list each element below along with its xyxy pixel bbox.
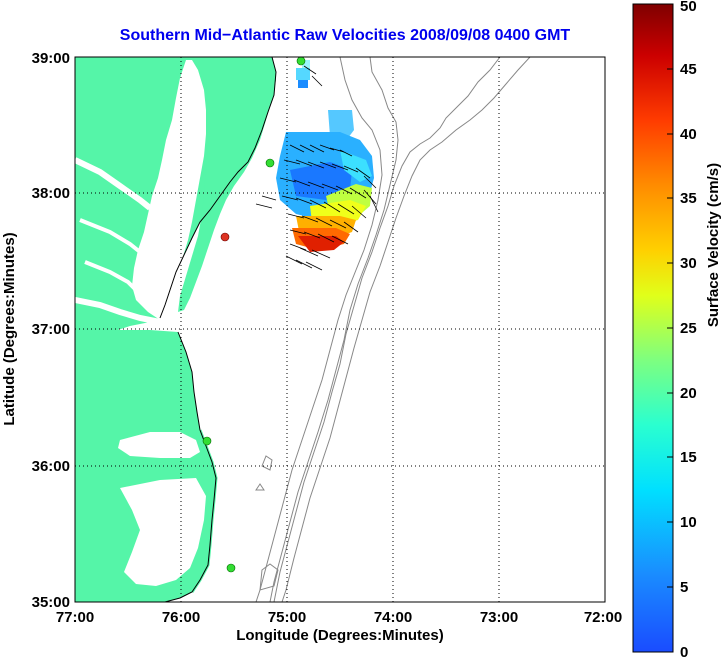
station-marker-3[interactable] [220, 232, 230, 242]
colorbar-tick-label: 45 [680, 61, 697, 78]
york-river [84, 260, 138, 292]
colorbar-tick-label: 15 [680, 449, 697, 466]
y-axis: 39:00 38:00 37:00 36:00 35:00 [32, 50, 70, 611]
station-marker-4[interactable] [202, 436, 212, 446]
albemarle-sound [118, 432, 200, 458]
colorbar-tick-label: 35 [680, 190, 697, 207]
plot-frame [74, 56, 606, 603]
map-plot-area[interactable] [74, 56, 606, 603]
coastline-south [164, 331, 217, 602]
colorbar[interactable]: 0 5 10 15 20 25 30 35 40 45 50 Surface V… [632, 0, 722, 659]
x-tick-label: 76:00 [162, 609, 200, 626]
colorbar-label: Surface Velocity (cm/s) [705, 163, 722, 327]
potomac-river [75, 157, 152, 211]
rappahannock-river [79, 218, 142, 254]
colorbar-tick-label: 10 [680, 514, 697, 531]
colorbar-tick-label: 40 [680, 126, 697, 143]
x-axis-label: Longitude (Degrees:Minutes) [236, 627, 444, 644]
colorbar-tick-label: 20 [680, 385, 697, 402]
colorbar-tick-label: 25 [680, 320, 697, 337]
colorbar-tick-label: 30 [680, 255, 697, 272]
station-marker-5[interactable] [226, 563, 236, 573]
bathymetry-contours [255, 57, 531, 602]
x-axis: 77:00 76:00 75:00 74:00 73:00 72:00 [56, 609, 622, 626]
pamlico-sound [120, 478, 206, 586]
station-marker-2[interactable] [265, 158, 275, 168]
velocity-arrows [255, 65, 379, 271]
coastline [159, 57, 277, 319]
colorbar-tick-label: 0 [680, 644, 688, 659]
x-tick-label: 72:00 [584, 609, 622, 626]
y-axis-label: Latitude (Degrees:Minutes) [1, 232, 18, 425]
x-tick-label: 77:00 [56, 609, 94, 626]
y-tick-label: 39:00 [32, 50, 70, 67]
map-title: Southern Mid−Atlantic Raw Velocities 200… [120, 27, 571, 44]
y-tick-label: 35:00 [32, 594, 70, 611]
x-tick-label: 74:00 [374, 609, 412, 626]
y-tick-label: 37:00 [32, 321, 70, 338]
x-tick-label: 75:00 [268, 609, 306, 626]
colorbar-ticks [667, 68, 673, 588]
x-tick-label: 73:00 [480, 609, 518, 626]
station-marker-1[interactable] [296, 57, 306, 66]
grid-lines [75, 57, 605, 602]
y-tick-label: 36:00 [32, 458, 70, 475]
chesapeake-bay [132, 60, 206, 320]
y-tick-label: 38:00 [32, 185, 70, 202]
james-river [75, 297, 161, 325]
colorbar-tick-label: 50 [680, 0, 697, 15]
colorbar-tick-label: 5 [680, 579, 688, 596]
